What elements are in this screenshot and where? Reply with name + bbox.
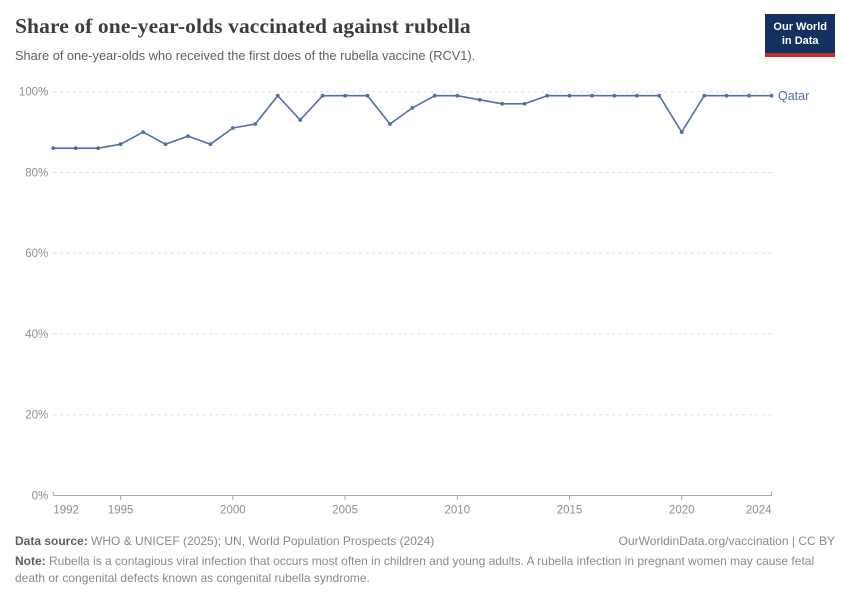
- x-tick-label: 2010: [444, 505, 470, 517]
- data-point: [51, 146, 56, 151]
- data-point: [320, 93, 325, 98]
- x-tick-label: 2000: [220, 505, 246, 517]
- data-point: [634, 93, 639, 98]
- data-point: [253, 122, 258, 126]
- source-row: Data source: WHO & UNICEF (2025); UN, Wo…: [15, 533, 835, 549]
- data-point: [365, 93, 370, 98]
- data-source-text: WHO & UNICEF (2025); UN, World Populatio…: [87, 534, 435, 548]
- data-point: [343, 93, 347, 98]
- data-point: [275, 93, 280, 98]
- owid-logo-line2: in Data: [781, 35, 819, 48]
- data-point: [724, 93, 729, 98]
- data-point: [477, 97, 482, 102]
- data-source: Data source: WHO & UNICEF (2025); UN, Wo…: [15, 533, 434, 549]
- data-point: [96, 146, 101, 151]
- data-point: [769, 93, 774, 98]
- y-tick-label: 80%: [25, 167, 48, 179]
- line-chart-plot: 0% 20% 40% 60% 80% 100% 1992 1995 2000 2005 2010 20…: [19, 87, 809, 517]
- x-tick-label: 2020: [669, 505, 695, 517]
- data-point: [522, 101, 527, 106]
- x-tick-label: 2015: [557, 505, 583, 517]
- data-source-label: Data source:: [15, 534, 88, 548]
- data-point: [208, 142, 213, 147]
- data-point: [231, 126, 235, 130]
- data-point: [432, 93, 437, 98]
- data-point: [500, 101, 505, 106]
- y-tick-label: 100%: [19, 87, 48, 99]
- y-tick-label: 0%: [32, 491, 49, 503]
- chart-header: Share of one-year-olds vaccinated agains…: [15, 14, 835, 63]
- owid-logo: Our World in Data: [765, 14, 835, 57]
- page-title: Share of one-year-olds vaccinated agains…: [15, 14, 471, 38]
- note-label: Note:: [15, 554, 46, 569]
- data-point: [298, 118, 303, 122]
- x-tick-label: 2024: [746, 505, 772, 517]
- chart-footer: Data source: WHO & UNICEF (2025); UN, Wo…: [15, 533, 835, 587]
- data-line: [53, 94, 772, 149]
- data-point: [388, 122, 392, 126]
- data-point: [702, 93, 707, 98]
- data-point: [163, 142, 168, 147]
- x-tick-label: 2005: [332, 505, 358, 517]
- series-end-label: Qatar: [778, 89, 809, 103]
- data-point: [747, 93, 751, 98]
- data-point: [657, 93, 662, 98]
- data-point: [118, 142, 123, 147]
- note-row: Note: Rubella is a contagious viral infe…: [15, 553, 835, 587]
- attribution-text: OurWorldinData.org/vaccination | CC BY: [618, 534, 835, 548]
- chart-subtitle: Share of one-year-olds who received the …: [15, 48, 476, 63]
- data-point: [590, 93, 594, 98]
- data-point: [679, 130, 684, 134]
- data-point: [612, 93, 617, 98]
- x-tick-label: 1995: [108, 505, 134, 517]
- data-point: [186, 134, 190, 138]
- data-point: [545, 93, 549, 98]
- y-tick-label: 40%: [25, 329, 48, 341]
- data-point: [410, 106, 415, 110]
- data-point: [567, 93, 572, 98]
- data-point: [141, 130, 146, 134]
- x-tick-label: 1992: [53, 505, 79, 517]
- owid-logo-line1: Our World: [773, 21, 827, 33]
- y-tick-label: 60%: [25, 248, 48, 260]
- data-point: [73, 146, 78, 151]
- data-point: [455, 93, 460, 98]
- y-tick-label: 20%: [25, 410, 48, 422]
- note-text: Rubella is a contagious viral infection …: [15, 554, 815, 586]
